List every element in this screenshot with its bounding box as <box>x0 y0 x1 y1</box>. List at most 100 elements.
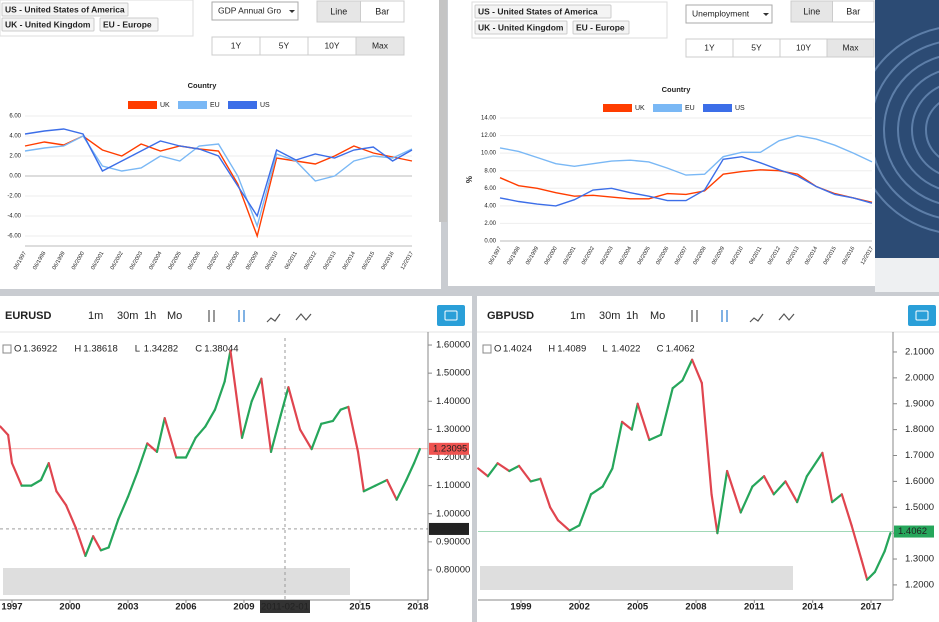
x-tick-label: 2002 <box>569 602 590 613</box>
filter-tag[interactable] <box>572 20 630 35</box>
price-segment <box>739 485 754 514</box>
toolbar-icon[interactable] <box>295 313 312 321</box>
price-label: 1.4062 <box>898 526 927 537</box>
timeframe-button[interactable]: 30m <box>117 310 138 322</box>
filter-tag[interactable] <box>99 17 159 32</box>
ohlc-toggle[interactable] <box>2 344 12 354</box>
price-segment <box>74 526 87 558</box>
range-button[interactable] <box>826 38 875 58</box>
price-segment <box>229 349 244 439</box>
timeframe-button[interactable]: Mo <box>650 310 665 322</box>
legend-label: EU <box>685 105 695 112</box>
x-tick-label: 2018 <box>407 602 428 613</box>
price-segment <box>92 535 103 552</box>
legend-label: EU <box>210 102 220 109</box>
ohlc-toggle[interactable] <box>482 344 492 354</box>
overlay-box <box>3 568 350 595</box>
price-segment <box>796 475 808 504</box>
filter-tag[interactable] <box>474 20 568 35</box>
filter-tag[interactable] <box>1 2 129 17</box>
y-tick-label: 1.40000 <box>436 396 470 407</box>
toolbar-icon[interactable] <box>208 310 215 322</box>
legend-swatch[interactable] <box>178 101 207 109</box>
legend-swatch[interactable] <box>603 104 632 112</box>
ohlc-label: O <box>14 344 21 355</box>
price-segment <box>860 557 869 581</box>
snapshot-button[interactable] <box>908 305 936 326</box>
timeframe-button[interactable]: 1h <box>626 310 638 322</box>
price-segment <box>47 462 58 493</box>
y-tick-label: -2.00 <box>7 194 21 200</box>
price-label-box <box>429 442 469 455</box>
filter-tag[interactable] <box>1 17 95 32</box>
series-line <box>24 128 413 218</box>
price-segment <box>477 467 490 478</box>
toolbar-icon[interactable] <box>721 310 728 322</box>
ohlc-value: 1.4062 <box>666 344 695 355</box>
price-segment <box>65 504 77 529</box>
price-segment <box>99 546 110 552</box>
toolbar-icon[interactable] <box>266 313 281 323</box>
filter-box <box>471 1 668 39</box>
price-segment <box>671 379 684 390</box>
price-segment <box>287 386 302 431</box>
legend-swatch[interactable] <box>653 104 682 112</box>
scrollbar[interactable] <box>439 0 447 222</box>
snapshot-button[interactable] <box>437 305 465 326</box>
y-tick-label: 0.80000 <box>436 564 470 575</box>
y-tick-label: 1.00000 <box>436 508 470 519</box>
timeframe-button[interactable]: 30m <box>599 310 620 322</box>
timeframe-button[interactable]: Mo <box>167 310 182 322</box>
price-segment <box>568 524 581 532</box>
toolbar-icon[interactable] <box>778 313 795 321</box>
timeframe-button[interactable]: 1h <box>144 310 156 322</box>
legend-swatch[interactable] <box>128 101 157 109</box>
price-label: 1.23095 <box>433 443 467 454</box>
price-segment <box>636 402 651 442</box>
price-segment <box>821 451 834 504</box>
y-tick-label: 6.00 <box>9 114 21 120</box>
price-segment <box>549 506 560 522</box>
series-line <box>499 134 873 176</box>
price-segment <box>866 570 877 581</box>
indicator-select[interactable] <box>211 1 299 21</box>
x-tick-label: 2014 <box>802 602 824 613</box>
filter-tag[interactable] <box>474 4 612 19</box>
x-tick-label: 2017 <box>860 602 881 613</box>
price-segment <box>107 518 120 549</box>
timeframe-button[interactable]: 1m <box>570 310 585 322</box>
y-tick-label: 1.10000 <box>436 480 470 491</box>
indicator-select[interactable] <box>685 4 773 24</box>
legend-label: US <box>260 102 270 109</box>
toolbar-icon[interactable] <box>238 310 245 322</box>
price-segment <box>310 422 323 451</box>
toolbar-icon[interactable] <box>691 310 698 322</box>
range-button[interactable] <box>355 36 405 56</box>
timeframe-button[interactable]: 1m <box>88 310 103 322</box>
mode-button[interactable] <box>360 0 405 23</box>
price-segment <box>883 532 892 553</box>
camera-icon <box>444 310 458 321</box>
price-segment <box>648 433 663 442</box>
price-segment <box>700 381 713 496</box>
price-label-box <box>894 525 934 538</box>
legend-swatch[interactable] <box>703 104 732 112</box>
toolbar-icon[interactable] <box>749 313 764 323</box>
price-segment <box>374 478 389 487</box>
x-tick-label: 2006 <box>175 602 196 613</box>
ohlc-value: 1.38044 <box>204 344 238 355</box>
range-button-label: 1Y <box>231 40 242 50</box>
price-segment <box>55 490 68 507</box>
y-tick-label: 2.00 <box>484 221 496 227</box>
price-segment <box>10 462 23 487</box>
ohlc-label: H <box>74 344 81 355</box>
price-segment <box>496 462 511 473</box>
price-segment <box>412 447 421 465</box>
price-segment <box>320 419 334 425</box>
ohlc-value: 1.4022 <box>611 344 640 355</box>
mode-button[interactable] <box>832 0 875 23</box>
legend-swatch[interactable] <box>228 101 257 109</box>
price-segment <box>539 477 552 509</box>
price-segment <box>611 420 624 470</box>
